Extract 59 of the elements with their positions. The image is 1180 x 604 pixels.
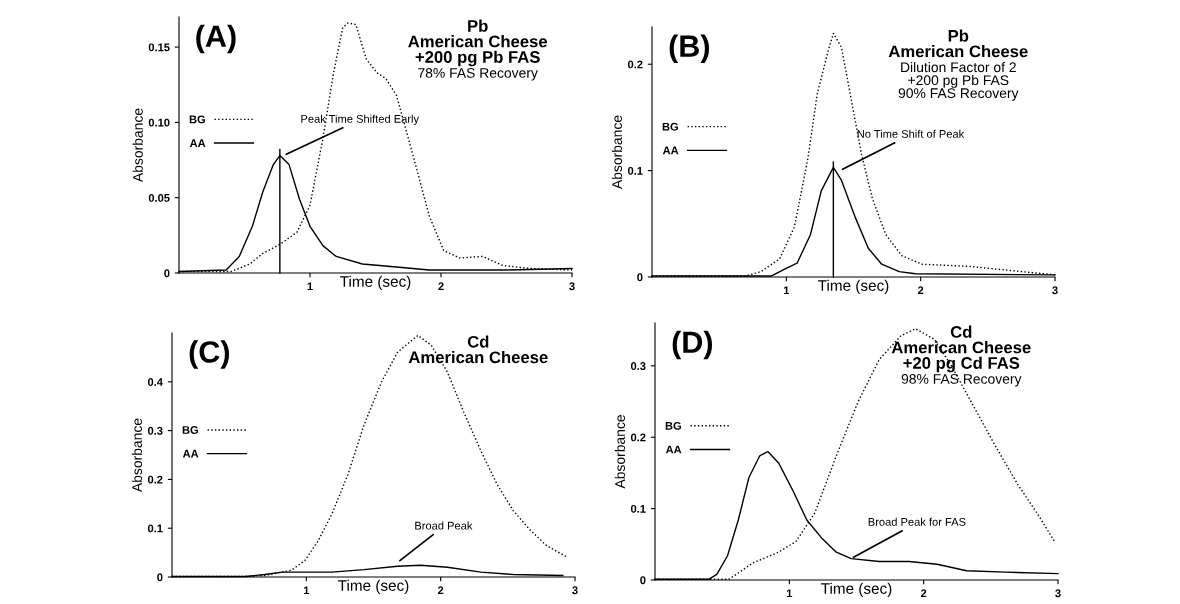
y-tick-label: 0.1 [627, 166, 643, 175]
x-axis-title: Time (sec) [340, 275, 411, 290]
x-tick-label: 3 [1052, 286, 1058, 295]
annotation: No Time Shift of Peak [857, 129, 965, 138]
y-tick-label: 0.1 [630, 504, 646, 513]
legend-label: BG [189, 115, 205, 124]
y-tick-label: 0 [164, 269, 170, 278]
y-tick-label: 0.2 [147, 475, 163, 484]
x-tick-label: 1 [303, 586, 310, 595]
annotation: (A) [196, 24, 236, 54]
y-tick-label: 0 [157, 573, 163, 582]
text: Cd American Cheese +20 pg Cd FAS [891, 325, 1031, 373]
text: 78% FAS Recovery [418, 68, 538, 81]
legend-label: AA [189, 139, 206, 147]
text: 98% FAS Recovery [901, 374, 1022, 387]
y-tick-label: 0 [640, 576, 646, 585]
annotation: (C) [189, 340, 230, 369]
x-tick-label: 3 [1055, 589, 1061, 598]
annotation: Broad Peak for FAS [868, 517, 966, 526]
text: Dilution Factor of 2 +200 pg Pb FAS 90% FAS Recovery [898, 61, 1019, 101]
y-tick-label: 0.15 [148, 43, 170, 52]
text: Pb American Cheese +200 pg Pb FAS [408, 19, 548, 67]
y-tick-label: 0.05 [148, 193, 170, 202]
legend-label: BG [665, 421, 681, 430]
y-axis-title: Absorbance [131, 418, 142, 493]
y-tick-label: 0.4 [147, 378, 163, 386]
legend-label: BG [182, 426, 198, 434]
y-tick-label: 0.1 [147, 524, 163, 533]
x-tick-label: 1 [786, 589, 793, 598]
y-axis-title: Absorbance [614, 415, 625, 489]
chart-title: Cd American Cheese [408, 335, 548, 364]
legend-label: BG [662, 122, 678, 131]
y-tick-label: 0.10 [148, 118, 170, 127]
x-tick-label: 2 [917, 286, 924, 295]
chart-title: Pb American Cheese [888, 29, 1028, 58]
x-tick-label: 2 [920, 589, 927, 598]
y-axis-title: Absorbance [611, 115, 622, 190]
x-axis-title: Time (sec) [338, 579, 409, 594]
legend-label: AA [662, 146, 679, 155]
x-tick-label: 2 [437, 586, 444, 595]
annotation: (D) [672, 330, 713, 360]
annotation: (B) [669, 34, 710, 63]
annotation: Broad Peak [415, 521, 473, 530]
x-tick-label: 2 [438, 282, 444, 291]
y-tick-label: 0.3 [147, 426, 163, 435]
legend-label: AA [665, 445, 682, 454]
x-tick-label: 3 [569, 282, 575, 291]
y-tick-label: 0.2 [630, 433, 646, 442]
y-tick-label: 0.3 [630, 362, 646, 370]
x-tick-label: 1 [307, 282, 313, 291]
x-tick-label: 1 [783, 286, 790, 295]
y-tick-label: 0.2 [627, 60, 643, 69]
x-axis-title: Time (sec) [821, 582, 892, 597]
annotation: Peak Time Shifted Early [301, 114, 420, 125]
legend-label: AA [182, 449, 199, 458]
x-tick-label: 3 [572, 586, 578, 595]
y-tick-label: 0 [637, 273, 643, 282]
x-axis-title: Time (sec) [818, 279, 889, 294]
y-axis-title: Absorbance [132, 108, 143, 183]
